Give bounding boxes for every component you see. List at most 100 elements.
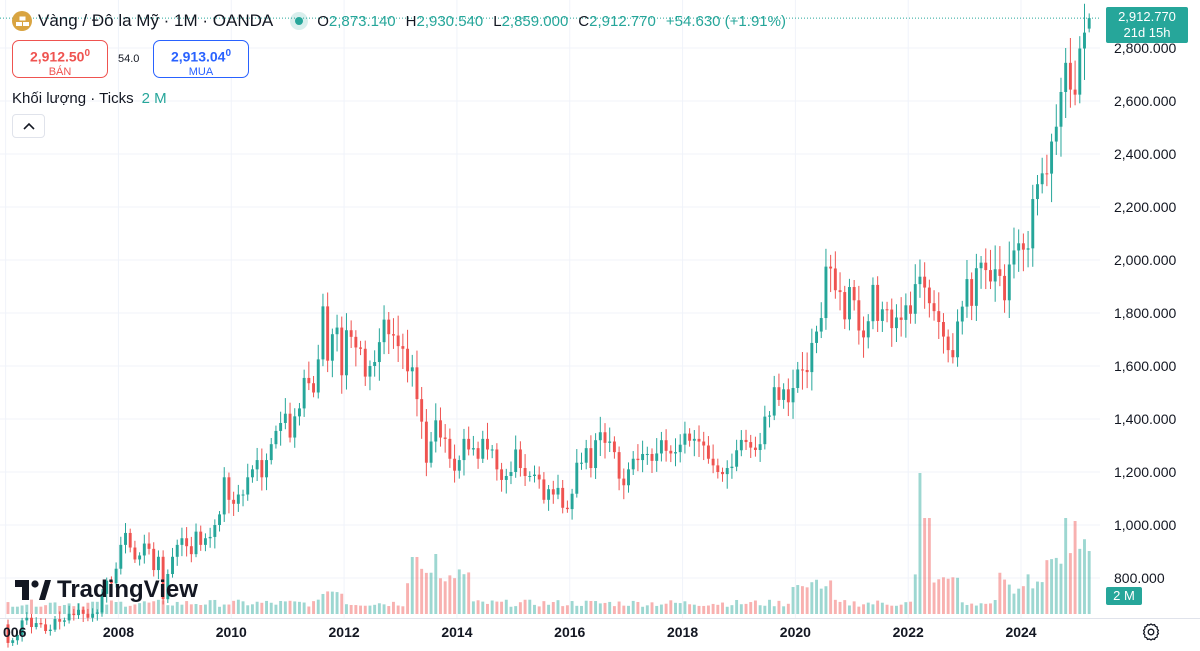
candle-body — [377, 342, 381, 363]
volume-bar — [805, 587, 809, 614]
candle-body — [979, 262, 983, 269]
collapse-legend-button[interactable] — [12, 114, 45, 138]
volume-bar — [1045, 560, 1049, 614]
volume-bar — [570, 601, 574, 614]
candle-body — [730, 466, 734, 469]
volume-bar — [721, 602, 724, 614]
sell-button[interactable]: 2,912.500 BÁN — [12, 40, 108, 78]
x-tick-label: 2018 — [667, 624, 698, 640]
candle-body — [772, 387, 776, 416]
candle-body — [330, 334, 334, 361]
symbol-title[interactable]: Vàng / Đô la Mỹ · 1M · OANDA — [38, 11, 274, 30]
volume-bar — [354, 605, 358, 614]
candle-body — [58, 619, 62, 622]
candle-body — [1040, 173, 1044, 185]
volume-bar — [753, 600, 757, 614]
volume-bar — [194, 604, 198, 614]
volume-bar — [932, 582, 936, 614]
volume-bar — [688, 604, 692, 614]
gold-bars-icon — [12, 11, 32, 31]
candle-body — [565, 507, 569, 510]
candle-body — [152, 548, 156, 571]
candle-body — [30, 617, 33, 628]
candle-body — [283, 413, 287, 423]
candle-body — [885, 309, 889, 311]
y-tick-label: 1,200.000 — [1114, 464, 1176, 480]
volume-bar — [373, 604, 377, 614]
candle-body — [1031, 199, 1035, 249]
candle-body — [575, 462, 579, 494]
volume-bar — [377, 603, 381, 614]
volume-bar — [439, 578, 442, 614]
candle-body — [815, 331, 818, 343]
volume-bar — [359, 605, 363, 614]
volume-bar — [1087, 551, 1091, 614]
tradingview-mark-icon — [15, 580, 51, 600]
volume-bar — [815, 579, 818, 614]
volume-bar — [1073, 521, 1077, 614]
high-value: 2,930.540 — [416, 12, 484, 30]
volume-bar — [923, 518, 927, 614]
candle-body — [589, 448, 593, 469]
y-tick-label: 1,000.000 — [1114, 517, 1176, 533]
volume-bar — [758, 605, 762, 614]
candle-body — [659, 440, 663, 454]
candle-body — [203, 538, 207, 545]
x-tick-label: 2014 — [441, 624, 472, 640]
candle-body — [838, 290, 842, 293]
volume-bar — [1064, 518, 1068, 614]
candle-body — [608, 441, 612, 443]
candle-body — [951, 350, 955, 358]
candle-body — [500, 469, 504, 480]
y-tick-label: 1,800.000 — [1114, 305, 1176, 321]
open-value: 2,873.140 — [328, 12, 396, 30]
candle-body — [307, 377, 311, 384]
volume-bar — [269, 602, 273, 614]
candle-body — [11, 640, 15, 643]
x-tick-label: 2010 — [216, 624, 247, 640]
volume-bar — [528, 599, 532, 614]
volume-legend[interactable]: Khối lượng · Ticks 2 M — [12, 90, 167, 107]
x-tick-label: 2020 — [780, 624, 811, 640]
candle-body — [227, 477, 231, 500]
candle-body — [819, 318, 823, 332]
candle-body — [180, 538, 184, 545]
volume-bar — [392, 601, 395, 614]
candle-body — [236, 494, 240, 504]
candle-body — [664, 440, 668, 451]
candle-body — [119, 544, 123, 569]
volume-bar — [48, 602, 52, 614]
candle-body — [974, 268, 978, 306]
volume-bar — [415, 557, 419, 614]
volume-bar — [984, 603, 988, 614]
volume-bar — [227, 604, 231, 614]
candle-body — [1059, 91, 1063, 127]
volume-bar — [909, 601, 913, 614]
volume-bar — [255, 601, 259, 614]
volume-bar — [974, 605, 978, 614]
volume-bar — [91, 601, 95, 614]
tradingview-wordmark: TradingView — [57, 576, 198, 603]
volume-bar — [518, 602, 522, 614]
low-key: L — [493, 12, 502, 30]
volume-bar — [556, 600, 560, 614]
candle-body — [716, 465, 720, 472]
volume-scale-tag: 2 M — [1106, 587, 1142, 605]
candle-body — [890, 309, 894, 329]
candle-body — [39, 623, 43, 625]
candle-body — [876, 284, 880, 321]
volume-bar — [744, 603, 748, 614]
buy-button[interactable]: 2,913.040 MUA — [153, 40, 249, 78]
volume-bar — [457, 569, 461, 614]
settings-gear-icon[interactable] — [1141, 622, 1161, 642]
volume-bar — [598, 603, 602, 614]
volume-bar — [739, 604, 743, 614]
candle-body — [810, 342, 814, 373]
volume-bar — [11, 606, 15, 614]
candle-body — [95, 612, 99, 614]
candle-body — [91, 613, 95, 618]
candle-body — [970, 279, 974, 306]
tradingview-logo[interactable]: TradingView — [15, 576, 198, 604]
candle-body — [721, 472, 724, 475]
